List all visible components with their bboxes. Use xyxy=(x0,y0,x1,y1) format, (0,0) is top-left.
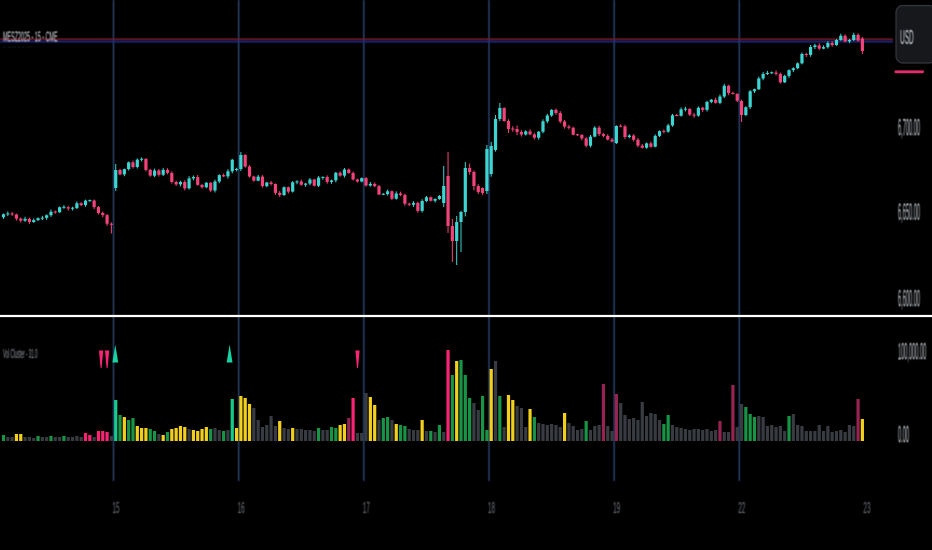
svg-text:23: 23 xyxy=(863,499,870,517)
svg-text:·· ······ ·· ·· ····: ·· ······ ·· ·· ···· xyxy=(3,42,32,52)
svg-text:22: 22 xyxy=(738,499,745,517)
svg-text:100,000.00: 100,000.00 xyxy=(898,337,926,365)
svg-text:19: 19 xyxy=(613,499,620,517)
svg-text:6,700.00: 6,700.00 xyxy=(898,113,920,141)
svg-text:6,600.00: 6,600.00 xyxy=(898,284,920,312)
svg-text:MESZ2025 - 15 - CME: MESZ2025 - 15 - CME xyxy=(3,30,58,46)
svg-text:16: 16 xyxy=(238,499,245,517)
svg-text:USD: USD xyxy=(900,28,914,50)
svg-text:0.00: 0.00 xyxy=(898,421,909,449)
svg-text:15: 15 xyxy=(112,499,119,517)
svg-text:18: 18 xyxy=(488,499,495,517)
svg-text:6,650.00: 6,650.00 xyxy=(898,198,920,226)
svg-text:Vol Cluster - 31.0: Vol Cluster - 31.0 xyxy=(3,346,37,361)
svg-text:17: 17 xyxy=(363,499,370,517)
